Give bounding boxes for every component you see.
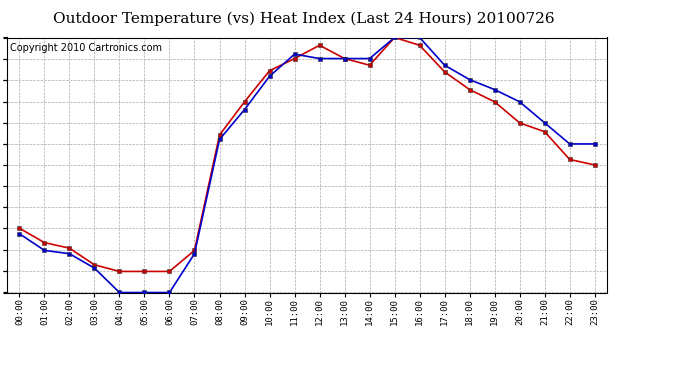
Text: Copyright 2010 Cartronics.com: Copyright 2010 Cartronics.com: [10, 43, 162, 52]
Text: Outdoor Temperature (vs) Heat Index (Last 24 Hours) 20100726: Outdoor Temperature (vs) Heat Index (Las…: [53, 11, 554, 26]
